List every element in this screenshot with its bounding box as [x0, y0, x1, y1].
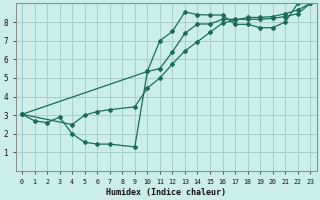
X-axis label: Humidex (Indice chaleur): Humidex (Indice chaleur): [106, 188, 226, 197]
